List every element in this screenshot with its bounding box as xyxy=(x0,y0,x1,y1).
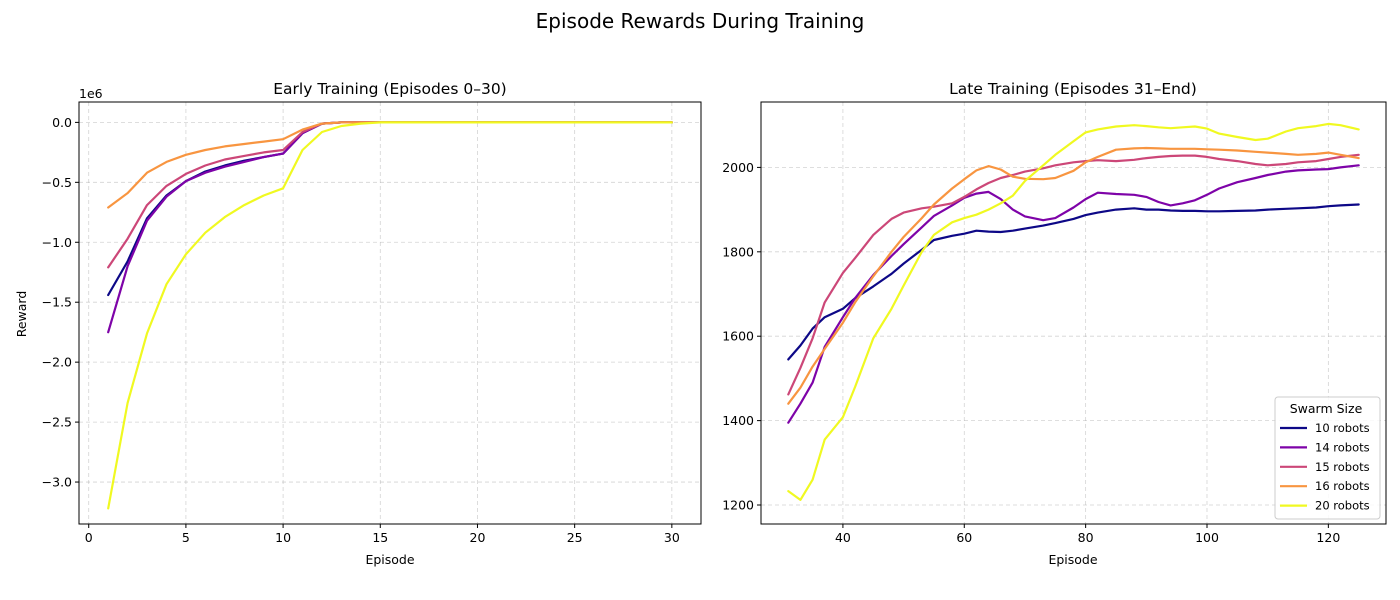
early-training-y-tick-label: −3.0 xyxy=(42,475,72,490)
late-training-series-15-robots xyxy=(787,153,1360,396)
early-training-x-tick-label: 25 xyxy=(567,530,583,545)
late-training-plot-frame xyxy=(760,101,1387,525)
legend: Swarm Size 10 robots 14 robots 15 robots 16… xyxy=(1274,396,1381,520)
legend-title: Swarm Size xyxy=(1290,401,1363,416)
late-training-x-tick-label: 60 xyxy=(956,530,972,545)
legend-label-14-robots: 14 robots xyxy=(1315,440,1370,454)
late-training-x-tick-label: 80 xyxy=(1078,530,1094,545)
early-training-x-tick-label: 10 xyxy=(275,530,291,545)
late-training-x-tick-label: 120 xyxy=(1316,530,1340,545)
early-training-series-20-robots xyxy=(107,121,673,510)
early-training-x-tick-label: 5 xyxy=(182,530,190,545)
late-training-y-tick-label: 1400 xyxy=(722,413,754,428)
late-training-series-14-robots xyxy=(787,164,1360,424)
early-training-title: Early Training (Episodes 0–30) xyxy=(273,80,506,98)
legend-label-20-robots: 20 robots xyxy=(1315,499,1370,513)
early-training-x-tick-label: 20 xyxy=(470,530,486,545)
late-training-series-10-robots xyxy=(787,203,1360,361)
early-training-ylabel: Reward xyxy=(14,291,29,338)
late-training-x-tick-label: 100 xyxy=(1195,530,1219,545)
late-training-xlabel: Episode xyxy=(1048,552,1097,567)
figure-title: Episode Rewards During Training xyxy=(536,9,865,33)
early-training-y-tick-label: −0.5 xyxy=(42,175,72,190)
legend-label-10-robots: 10 robots xyxy=(1315,421,1370,435)
early-training-y-tick-label: 0.0 xyxy=(52,115,72,130)
late-training-title: Late Training (Episodes 31–End) xyxy=(949,80,1197,98)
early-training-scale-note: 1e6 xyxy=(79,86,103,101)
late-training-panel: Late Training (Episodes 31–End) Episode … xyxy=(722,80,1387,567)
early-training-plot-frame xyxy=(78,101,702,525)
early-training-panel: Early Training (Episodes 0–30) 1e6 Episo… xyxy=(14,80,702,567)
early-training-x-tick-label: 30 xyxy=(664,530,680,545)
late-training-y-tick-label: 2000 xyxy=(722,160,754,175)
early-training-y-tick-label: −2.5 xyxy=(42,415,72,430)
early-training-y-tick-label: −1.5 xyxy=(42,295,72,310)
early-training-x-tick-label: 15 xyxy=(372,530,388,545)
late-training-series-16-robots xyxy=(787,146,1360,405)
early-training-y-tick-label: −1.0 xyxy=(42,235,72,250)
late-training-y-tick-label: 1600 xyxy=(722,329,754,344)
early-training-y-tick-label: −2.0 xyxy=(42,355,72,370)
late-training-x-tick-label: 40 xyxy=(835,530,851,545)
legend-label-16-robots: 16 robots xyxy=(1315,479,1370,493)
late-training-y-tick-label: 1800 xyxy=(722,244,754,259)
early-training-x-tick-label: 0 xyxy=(85,530,93,545)
early-training-xlabel: Episode xyxy=(365,552,414,567)
late-training-y-tick-label: 1200 xyxy=(722,498,754,513)
legend-label-15-robots: 15 robots xyxy=(1315,460,1370,474)
late-training-series-20-robots xyxy=(787,122,1360,501)
